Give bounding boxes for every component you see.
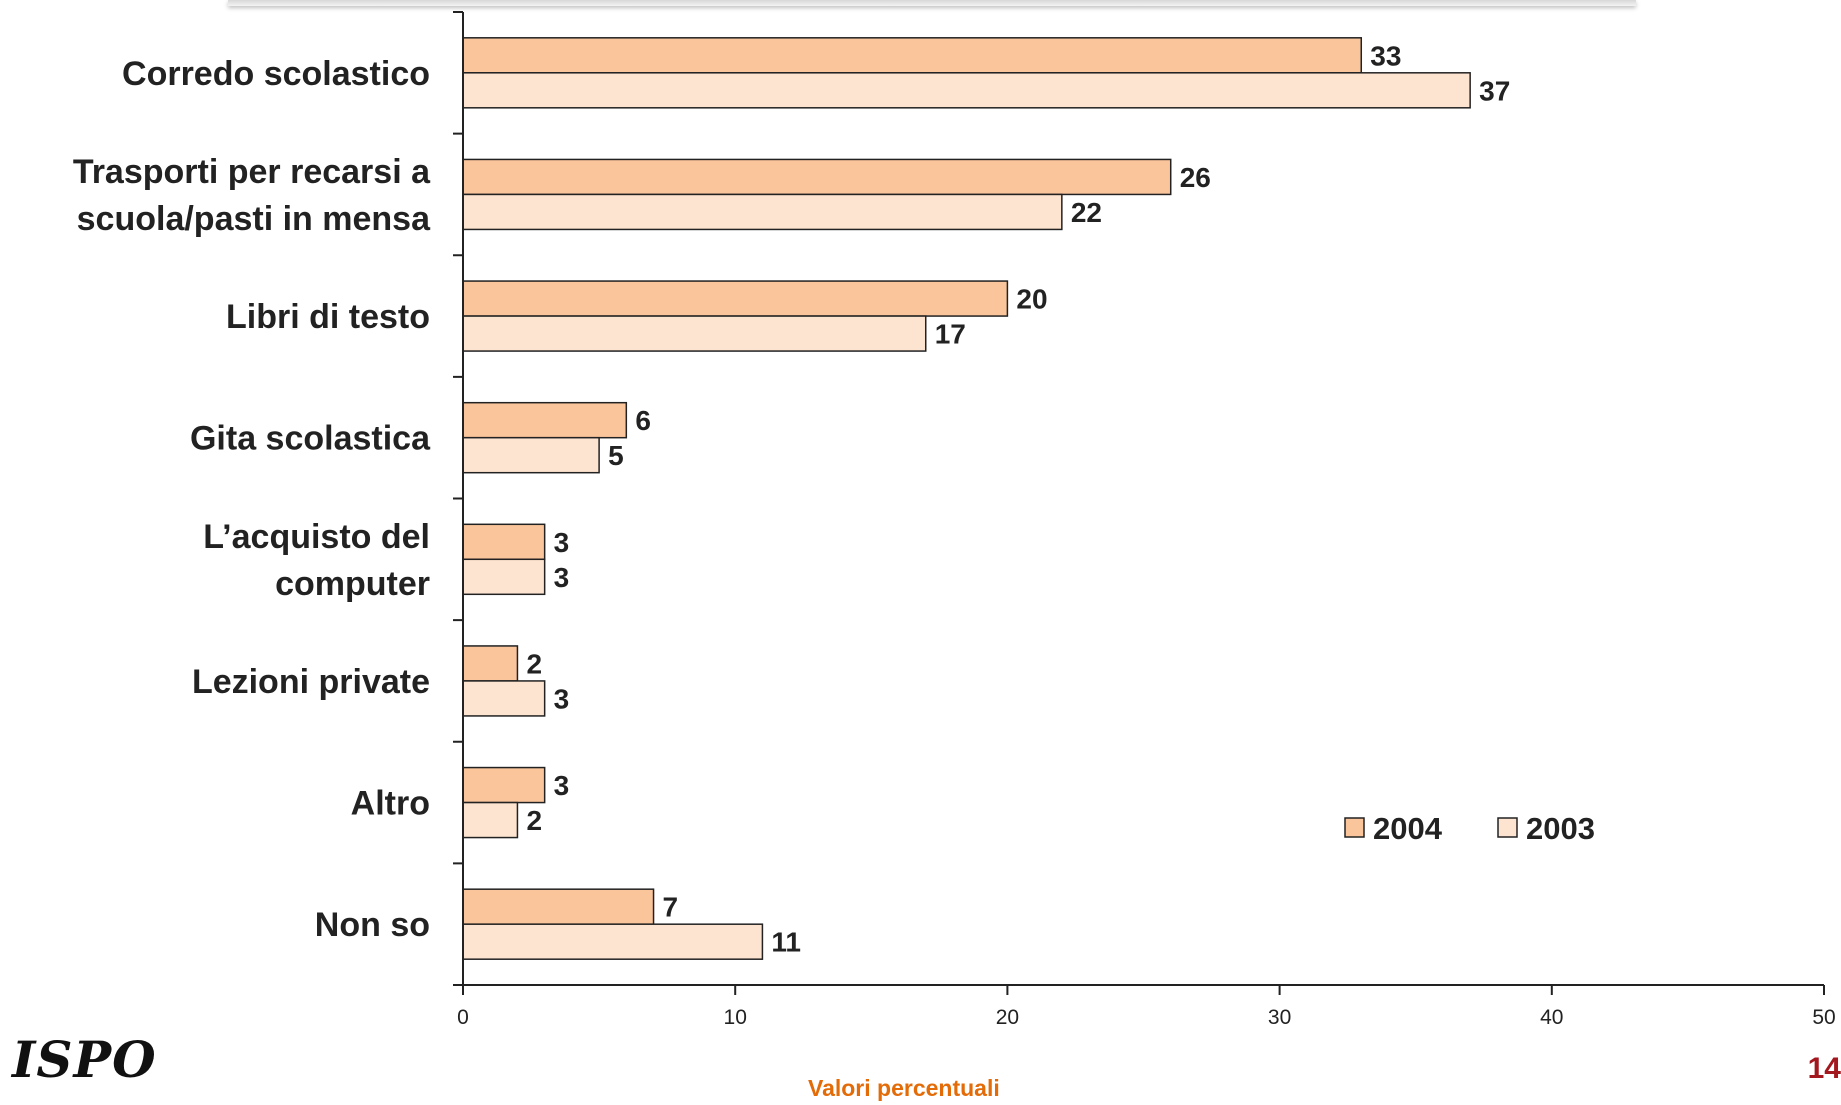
x-tick-label: 50 — [1812, 1006, 1835, 1029]
data-label: 3 — [554, 683, 570, 714]
data-label: 2 — [526, 805, 542, 836]
bar-2003 — [462, 558, 546, 596]
page-number: 14 — [1807, 1052, 1841, 1085]
data-label: 7 — [663, 892, 679, 923]
data-label: 17 — [935, 319, 966, 350]
bar-2004 — [462, 645, 519, 682]
data-label: 33 — [1370, 40, 1401, 71]
category-label: scuola/pasti in mensa — [77, 200, 431, 238]
data-label: 3 — [554, 770, 570, 801]
bar-2003 — [462, 436, 600, 474]
bar-2004 — [462, 766, 546, 804]
x-tick-label: 30 — [1268, 1006, 1291, 1029]
data-label: 37 — [1479, 75, 1510, 106]
category-label: Lezioni private — [192, 663, 430, 701]
data-label: 3 — [554, 562, 570, 593]
x-axis-caption: Valori percentuali — [808, 1075, 1000, 1101]
legend-label-2003: 2003 — [1526, 811, 1595, 846]
bar-2003 — [462, 801, 519, 839]
ispo-logo: ISPO — [12, 1030, 157, 1089]
data-label: 11 — [771, 927, 801, 958]
bar-2004 — [462, 523, 546, 561]
bar-2004 — [462, 280, 1009, 317]
bar-2003 — [462, 315, 927, 352]
data-label: 22 — [1071, 197, 1102, 228]
bar-chart: Corredo scolastico Trasporti per recarsi … — [73, 11, 1836, 1029]
category-label: L’acquisto del — [203, 518, 430, 556]
category-label: Corredo scolastico — [122, 55, 430, 93]
bar-2003 — [462, 72, 1471, 109]
legend-label-2004: 2004 — [1373, 811, 1443, 846]
bar-2004 — [462, 158, 1172, 196]
data-label: 3 — [554, 527, 570, 558]
category-labels: Corredo scolastico Trasporti per recarsi … — [73, 55, 431, 944]
bar-2003 — [462, 923, 764, 960]
category-label: Libri di testo — [226, 298, 430, 336]
bar-2004 — [462, 888, 655, 925]
x-tick-label: 0 — [457, 1006, 469, 1029]
bar-2003 — [462, 193, 1063, 231]
data-label: 5 — [608, 440, 624, 471]
bar-2004 — [462, 37, 1363, 74]
axes: 0 10 20 30 40 50 — [453, 11, 1836, 1029]
legend: 2004 2003 — [1344, 811, 1595, 846]
legend-swatch-2003 — [1497, 817, 1518, 838]
category-label: Gita scolastica — [190, 420, 431, 458]
x-tick-label: 20 — [996, 1006, 1019, 1029]
category-label: computer — [275, 565, 430, 603]
data-label: 2 — [526, 648, 542, 679]
category-label: Trasporti per recarsi a — [73, 153, 431, 191]
data-label: 6 — [635, 405, 651, 436]
bars — [462, 37, 1471, 960]
x-tick-label: 10 — [724, 1006, 747, 1029]
bar-2003 — [462, 680, 546, 717]
data-label: 20 — [1016, 284, 1047, 315]
category-label: Non so — [315, 906, 430, 944]
category-label: Altro — [351, 785, 430, 823]
legend-swatch-2004 — [1344, 817, 1365, 838]
bar-2004 — [462, 401, 628, 439]
data-label: 26 — [1180, 162, 1211, 193]
top-banner-shadow — [228, 0, 1636, 6]
x-tick-label: 40 — [1540, 1006, 1563, 1029]
